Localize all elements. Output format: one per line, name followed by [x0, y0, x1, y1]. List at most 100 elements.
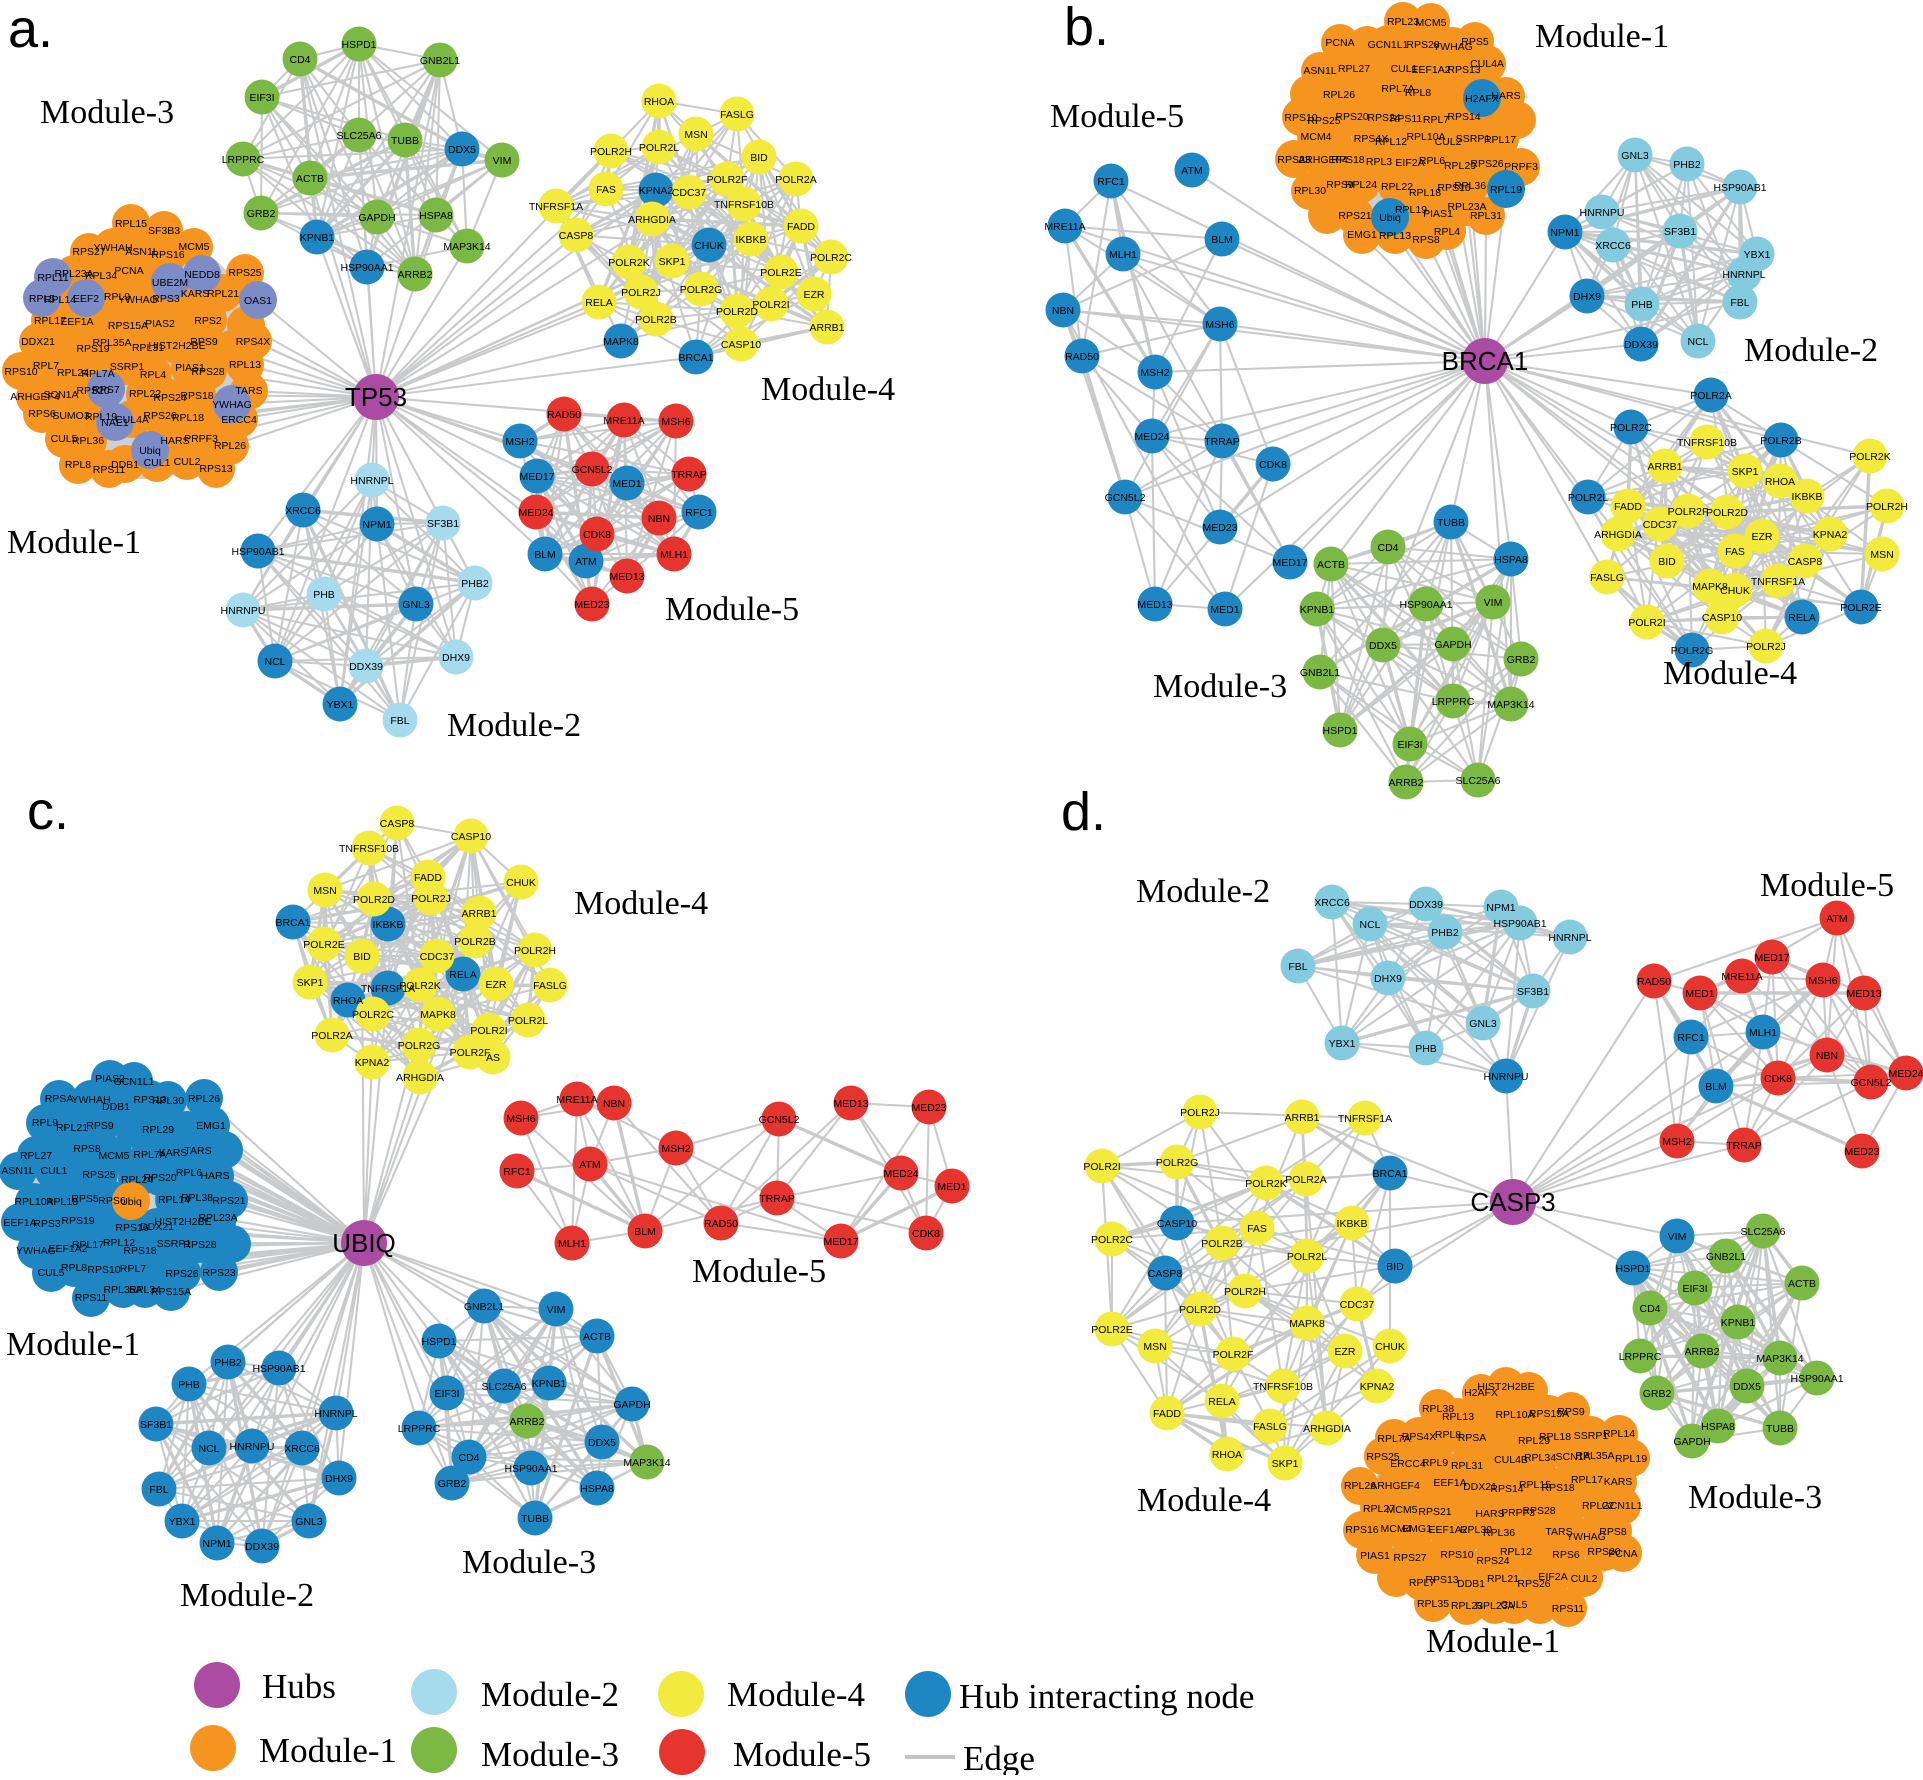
svg-text:RPL35: RPL35	[1417, 1598, 1449, 1610]
svg-text:EEF1A2: EEF1A2	[1411, 64, 1450, 76]
svg-text:FASLG: FASLG	[1253, 1421, 1287, 1433]
svg-text:LRPPRC: LRPPRC	[1432, 696, 1475, 708]
svg-text:CASP10: CASP10	[451, 831, 491, 843]
svg-text:CASP10: CASP10	[1157, 1218, 1197, 1230]
svg-text:RPL7: RPL7	[33, 360, 59, 372]
svg-text:HSPA8: HSPA8	[1494, 554, 1528, 566]
svg-text:RPS16: RPS16	[1345, 1524, 1378, 1536]
svg-text:EZR: EZR	[804, 289, 825, 301]
svg-text:RPSA: RPSA	[1458, 1432, 1487, 1444]
svg-text:GRB2: GRB2	[1507, 654, 1536, 666]
svg-text:ARRB2: ARRB2	[509, 1416, 544, 1428]
svg-text:RPL36: RPL36	[72, 435, 104, 447]
svg-text:RPL7: RPL7	[1423, 114, 1449, 126]
svg-text:RPL21: RPL21	[207, 288, 239, 300]
svg-text:KPNA2: KPNA2	[1360, 1381, 1395, 1393]
svg-text:RPL9: RPL9	[1422, 1457, 1448, 1469]
svg-text:RPL27: RPL27	[20, 1150, 52, 1162]
svg-text:RPL19: RPL19	[1490, 184, 1522, 196]
svg-text:RPS3: RPS3	[152, 293, 180, 305]
svg-text:PIAS2: PIAS2	[145, 318, 175, 330]
svg-text:MSN: MSN	[313, 885, 336, 897]
svg-text:Hubs: Hubs	[262, 1667, 336, 1706]
svg-text:HARS: HARS	[1491, 90, 1520, 102]
svg-text:RELA: RELA	[1208, 1396, 1235, 1408]
svg-text:RPL31: RPL31	[1451, 1460, 1483, 1472]
svg-text:PHB2: PHB2	[214, 1357, 242, 1369]
svg-text:RPS18: RPS18	[1331, 154, 1364, 166]
svg-text:ARRB2: ARRB2	[1388, 777, 1423, 789]
svg-text:RPS25: RPS25	[228, 267, 261, 279]
svg-text:PHB2: PHB2	[461, 578, 489, 590]
svg-text:MRE11A: MRE11A	[1044, 221, 1085, 233]
svg-text:DDB1: DDB1	[111, 459, 139, 471]
svg-text:GRB2: GRB2	[438, 1478, 467, 1490]
svg-text:Module-4: Module-4	[1137, 1482, 1271, 1519]
svg-text:FASLG: FASLG	[720, 109, 754, 121]
svg-text:RPS27: RPS27	[1393, 1552, 1426, 1564]
svg-text:GNL3: GNL3	[1469, 1018, 1497, 1030]
svg-text:RPL8: RPL8	[65, 459, 91, 471]
svg-text:MED17: MED17	[1272, 557, 1307, 569]
svg-text:NCL: NCL	[1687, 336, 1708, 348]
svg-text:SF3B1: SF3B1	[1517, 986, 1549, 998]
svg-text:NBN: NBN	[603, 1098, 625, 1110]
svg-text:ARRB1: ARRB1	[1647, 461, 1682, 473]
svg-text:EZR: EZR	[1752, 531, 1773, 543]
svg-text:FADD: FADD	[787, 221, 815, 233]
svg-text:Module-5: Module-5	[1760, 867, 1894, 904]
svg-text:HSPD1: HSPD1	[1615, 1263, 1650, 1275]
svg-text:NAE1: NAE1	[101, 417, 129, 429]
svg-text:ATM: ATM	[1826, 913, 1847, 925]
svg-text:YBX1: YBX1	[1744, 249, 1771, 261]
svg-text:RPS18: RPS18	[123, 1245, 156, 1257]
svg-text:GNB2L1: GNB2L1	[1706, 1251, 1746, 1263]
svg-text:TARS: TARS	[184, 1145, 211, 1157]
svg-text:MED13: MED13	[833, 1098, 868, 1110]
svg-text:CDK8: CDK8	[912, 1228, 940, 1240]
svg-text:RPL21: RPL21	[56, 1122, 88, 1134]
svg-text:RPS28: RPS28	[191, 366, 224, 378]
svg-text:RFC1: RFC1	[1097, 176, 1125, 188]
svg-text:SF3B1: SF3B1	[140, 1419, 172, 1431]
svg-text:FASLG: FASLG	[1590, 572, 1624, 584]
svg-text:MED24: MED24	[1134, 431, 1169, 443]
svg-text:MLH1: MLH1	[1109, 249, 1137, 261]
svg-text:RFC1: RFC1	[1677, 1032, 1705, 1044]
svg-text:EEF1A: EEF1A	[60, 316, 93, 328]
svg-text:BID: BID	[353, 951, 371, 963]
svg-text:SLC25A6: SLC25A6	[1741, 1226, 1786, 1238]
svg-text:KPNB1: KPNB1	[1721, 1317, 1756, 1329]
svg-text:NCL: NCL	[264, 656, 285, 668]
svg-text:POLR2D: POLR2D	[716, 306, 758, 318]
svg-text:MRE11A: MRE11A	[556, 1094, 597, 1106]
svg-text:VIM: VIM	[493, 155, 512, 167]
svg-text:MAP3K14: MAP3K14	[1487, 699, 1534, 711]
svg-text:BRCA1: BRCA1	[678, 352, 713, 364]
svg-text:ARRB1: ARRB1	[809, 322, 844, 334]
svg-text:PHB: PHB	[1415, 1043, 1437, 1055]
svg-text:RAD50: RAD50	[1637, 976, 1671, 988]
svg-text:SCN1A: SCN1A	[43, 389, 78, 401]
svg-text:MED17: MED17	[519, 471, 554, 483]
svg-text:POLR2D: POLR2D	[1706, 507, 1748, 519]
svg-text:POLR2H: POLR2H	[514, 945, 556, 957]
svg-text:RHOA: RHOA	[1765, 476, 1795, 488]
svg-text:ATM: ATM	[1181, 165, 1202, 177]
svg-text:POLR2A: POLR2A	[775, 174, 816, 186]
svg-text:CD4: CD4	[1639, 1303, 1660, 1315]
svg-text:POLR2F: POLR2F	[1213, 1349, 1254, 1361]
svg-text:CASP8: CASP8	[559, 230, 594, 242]
svg-text:Module-5: Module-5	[692, 1253, 826, 1290]
svg-text:XRCC6: XRCC6	[1595, 240, 1631, 252]
svg-text:NPM1: NPM1	[1486, 902, 1515, 914]
svg-text:MSH2: MSH2	[505, 436, 534, 448]
svg-text:MED1: MED1	[937, 1181, 966, 1193]
svg-text:SF3B1: SF3B1	[427, 518, 459, 530]
svg-text:Module-2: Module-2	[180, 1577, 314, 1614]
svg-text:RPS15A: RPS15A	[108, 320, 148, 332]
svg-text:RPL35A: RPL35A	[92, 337, 131, 349]
svg-text:Module-5: Module-5	[733, 1735, 871, 1774]
svg-text:RPS20: RPS20	[1335, 111, 1368, 123]
svg-text:DDB1: DDB1	[102, 1101, 130, 1113]
